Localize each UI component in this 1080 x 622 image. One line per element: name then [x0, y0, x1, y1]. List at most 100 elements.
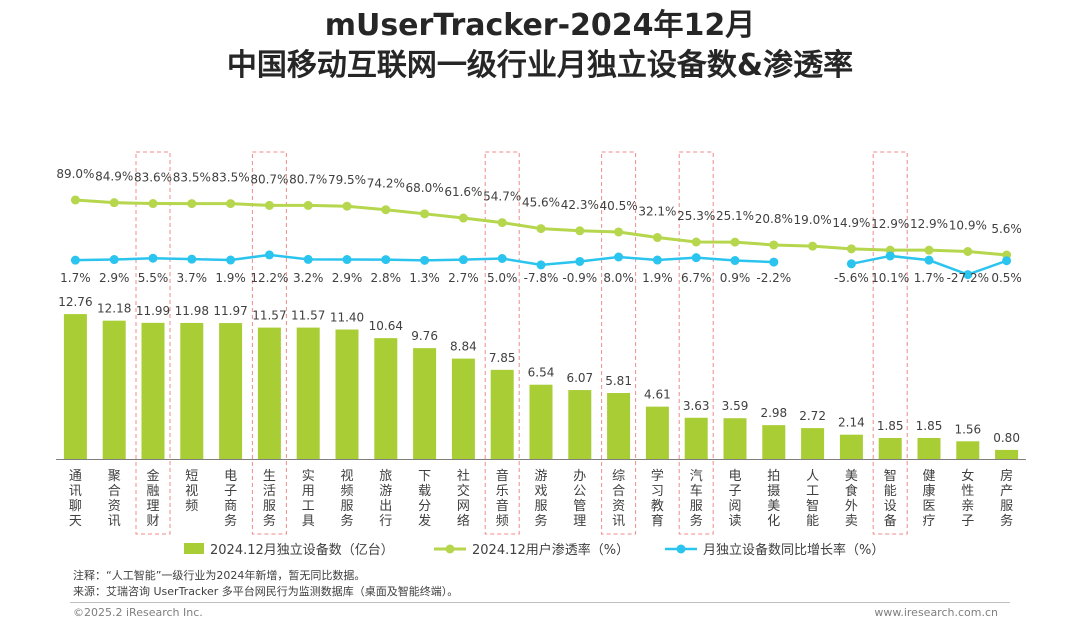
- penetration-point-9[interactable]: [420, 209, 430, 219]
- penetration-label-23: 10.9%: [949, 219, 987, 233]
- penetration-label-4: 83.5%: [212, 171, 250, 185]
- penetration-label-12: 45.6%: [522, 196, 560, 210]
- category-label-19: 人工智能: [806, 469, 819, 529]
- penetration-point-5[interactable]: [264, 200, 274, 210]
- growth-point-23[interactable]: [963, 270, 973, 280]
- growth-point-21[interactable]: [885, 251, 895, 261]
- growth-point-4[interactable]: [226, 255, 236, 265]
- growth-point-14[interactable]: [614, 252, 624, 262]
- growth-point-13[interactable]: [575, 256, 585, 266]
- bar-16[interactable]: [684, 417, 708, 459]
- bar-13[interactable]: [568, 390, 592, 459]
- penetration-point-0[interactable]: [70, 195, 80, 205]
- bar-14[interactable]: [607, 393, 631, 459]
- bar-label-16: 3.63: [683, 399, 710, 413]
- bar-17[interactable]: [723, 418, 747, 459]
- penetration-point-6[interactable]: [303, 200, 313, 210]
- growth-point-10[interactable]: [458, 255, 468, 265]
- growth-point-9[interactable]: [420, 255, 430, 265]
- growth-point-3[interactable]: [187, 254, 197, 264]
- category-label-4: 电子商务: [224, 469, 237, 529]
- growth-label-8: 2.8%: [371, 271, 402, 285]
- growth-label-21: 10.1%: [871, 271, 909, 285]
- growth-point-1[interactable]: [109, 255, 119, 265]
- penetration-point-4[interactable]: [226, 199, 236, 209]
- bar-7[interactable]: [335, 329, 359, 459]
- growth-point-11[interactable]: [497, 254, 507, 263]
- penetration-point-11[interactable]: [497, 218, 507, 228]
- bar-18[interactable]: [762, 425, 786, 459]
- legend-growth-marker: [676, 544, 686, 554]
- penetration-point-15[interactable]: [652, 233, 662, 243]
- growth-point-0[interactable]: [70, 255, 80, 265]
- category-label-24: 房产服务: [1000, 468, 1013, 529]
- bar-8[interactable]: [374, 338, 398, 459]
- legend-bar-swatch: [184, 543, 204, 554]
- penetration-label-15: 32.1%: [638, 205, 676, 219]
- bar-20[interactable]: [839, 434, 863, 459]
- penetration-point-17[interactable]: [730, 237, 740, 247]
- bar-5[interactable]: [257, 327, 281, 459]
- bar-label-4: 11.97: [213, 304, 247, 318]
- penetration-point-13[interactable]: [575, 226, 585, 236]
- bar-23[interactable]: [956, 441, 980, 459]
- penetration-point-19[interactable]: [808, 241, 818, 251]
- bar-11[interactable]: [490, 369, 514, 459]
- bar-15[interactable]: [645, 406, 669, 459]
- penetration-point-18[interactable]: [769, 240, 779, 250]
- category-label-2: 金融理财: [146, 468, 159, 529]
- growth-point-24[interactable]: [1002, 256, 1012, 266]
- growth-label-22: 1.7%: [914, 271, 945, 285]
- growth-label-7: 2.9%: [332, 271, 363, 285]
- penetration-point-16[interactable]: [691, 237, 701, 247]
- growth-label-11: 5.0%: [487, 271, 518, 285]
- growth-point-17[interactable]: [730, 256, 740, 266]
- footer-source: 来源：艾瑞咨询 UserTracker 多平台网民行为监测数据库（桌面及智能终端…: [73, 585, 459, 598]
- penetration-point-23[interactable]: [963, 247, 973, 257]
- bar-10[interactable]: [451, 358, 475, 459]
- bar-12[interactable]: [529, 384, 553, 459]
- bar-0[interactable]: [63, 314, 87, 459]
- penetration-point-20[interactable]: [846, 244, 856, 254]
- penetration-point-8[interactable]: [381, 205, 391, 215]
- penetration-point-12[interactable]: [536, 224, 546, 234]
- bar-label-9: 9.76: [411, 329, 438, 343]
- category-label-8: 旅游出行: [379, 469, 392, 529]
- penetration-point-14[interactable]: [614, 227, 624, 237]
- growth-point-5[interactable]: [264, 250, 274, 260]
- bar-21[interactable]: [878, 437, 902, 459]
- growth-label-6: 3.2%: [293, 271, 324, 285]
- penetration-point-22[interactable]: [924, 245, 934, 255]
- growth-point-2[interactable]: [148, 253, 158, 263]
- bar-6[interactable]: [296, 327, 320, 459]
- growth-point-15[interactable]: [652, 255, 662, 265]
- category-label-14: 综合资讯: [612, 469, 625, 529]
- growth-point-22[interactable]: [924, 255, 934, 265]
- bar-2[interactable]: [141, 322, 165, 459]
- penetration-label-7: 79.5%: [328, 173, 366, 187]
- growth-point-8[interactable]: [381, 255, 391, 265]
- growth-point-20[interactable]: [846, 259, 856, 269]
- penetration-point-1[interactable]: [109, 198, 119, 208]
- highlight-box-11: [484, 151, 520, 535]
- bar-22[interactable]: [917, 437, 941, 459]
- bar-9[interactable]: [413, 348, 437, 459]
- growth-label-12: -7.8%: [524, 271, 559, 285]
- bar-3[interactable]: [180, 322, 204, 459]
- bar-19[interactable]: [801, 428, 825, 459]
- bar-24[interactable]: [995, 449, 1019, 459]
- penetration-point-7[interactable]: [342, 201, 352, 211]
- penetration-point-3[interactable]: [187, 199, 197, 209]
- growth-label-14: 8.0%: [603, 271, 634, 285]
- penetration-point-10[interactable]: [458, 213, 468, 223]
- growth-point-12[interactable]: [536, 260, 546, 270]
- growth-point-6[interactable]: [303, 254, 313, 264]
- growth-point-7[interactable]: [342, 255, 352, 265]
- growth-point-18[interactable]: [769, 257, 779, 267]
- growth-label-1: 2.9%: [99, 271, 130, 285]
- penetration-point-2[interactable]: [148, 199, 158, 209]
- bar-1[interactable]: [102, 320, 126, 459]
- bar-4[interactable]: [219, 323, 243, 459]
- growth-point-16[interactable]: [691, 253, 701, 263]
